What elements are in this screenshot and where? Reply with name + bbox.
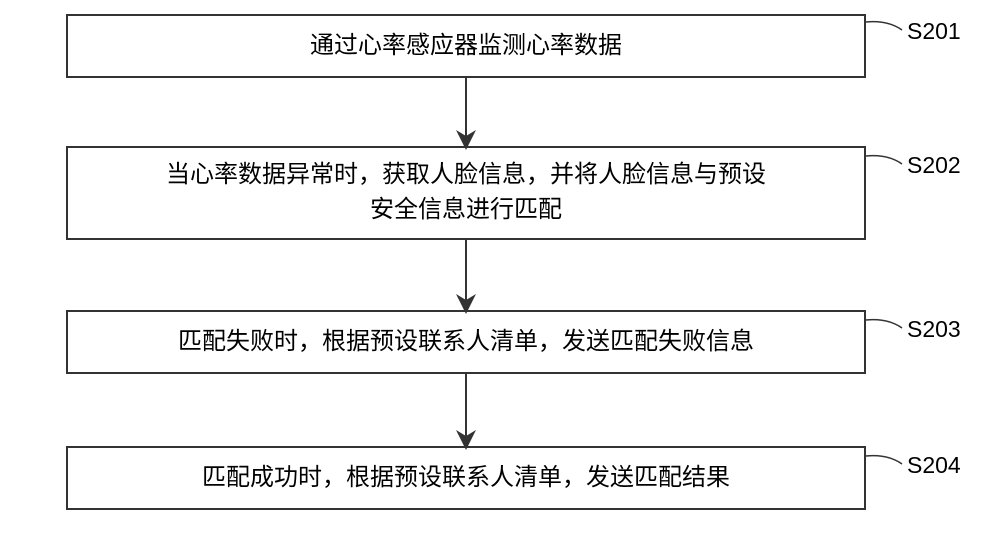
label-connector-s201 xyxy=(866,22,902,30)
flow-step-s202-text: 当心率数据异常时，获取人脸信息，并将人脸信息与预设 安全信息进行匹配 xyxy=(166,158,766,228)
flow-step-s204: 匹配成功时，根据预设联系人清单，发送匹配结果 xyxy=(66,446,866,510)
flow-step-s201-label: S201 xyxy=(907,18,961,45)
flow-step-s203-label: S203 xyxy=(907,316,961,343)
flow-step-s204-text: 匹配成功时，根据预设联系人清单，发送匹配结果 xyxy=(202,461,730,496)
flow-step-s203-text: 匹配失败时，根据预设联系人清单，发送匹配失败信息 xyxy=(178,325,754,360)
flow-step-s203: 匹配失败时，根据预设联系人清单，发送匹配失败信息 xyxy=(66,310,866,374)
label-connector-s204 xyxy=(866,456,902,464)
flow-step-s201-text: 通过心率感应器监测心率数据 xyxy=(310,29,622,64)
flowchart-stage: 通过心率感应器监测心率数据 S201 当心率数据异常时，获取人脸信息，并将人脸信… xyxy=(0,0,1000,539)
flow-step-s204-label: S204 xyxy=(907,452,961,479)
label-connector-s203 xyxy=(866,320,902,328)
label-connector-s202 xyxy=(866,156,902,164)
flow-step-s202-label: S202 xyxy=(907,152,961,179)
flow-step-s202: 当心率数据异常时，获取人脸信息，并将人脸信息与预设 安全信息进行匹配 xyxy=(66,146,866,240)
flow-step-s201: 通过心率感应器监测心率数据 xyxy=(66,14,866,78)
